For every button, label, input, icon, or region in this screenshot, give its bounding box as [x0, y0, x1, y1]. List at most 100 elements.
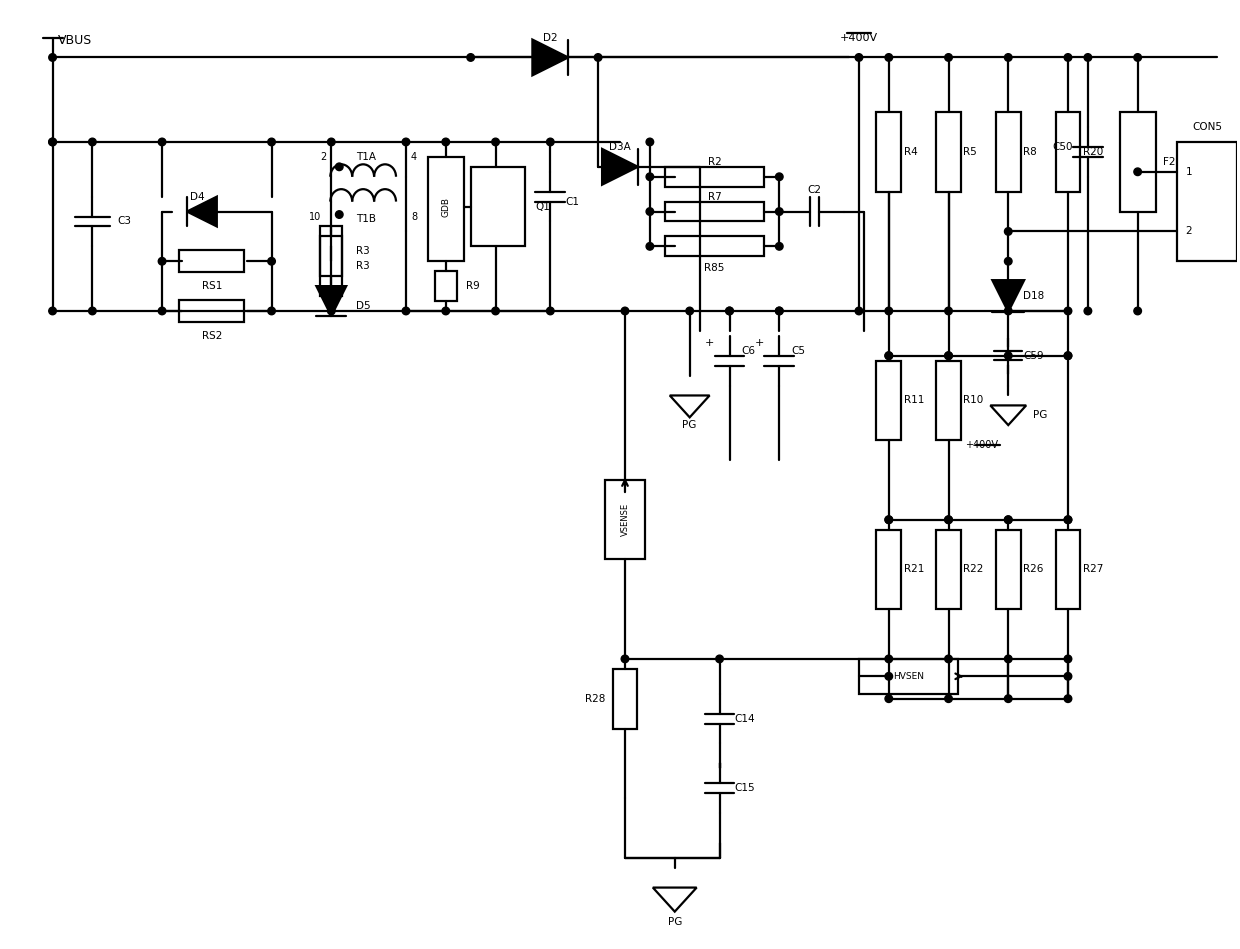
Circle shape [492, 139, 500, 146]
Text: VSENSE: VSENSE [620, 503, 630, 536]
Text: C59: C59 [1023, 351, 1044, 361]
Bar [936, 361, 961, 440]
Text: D18: D18 [1023, 291, 1044, 301]
Circle shape [945, 516, 952, 524]
Text: 2: 2 [1185, 227, 1192, 236]
Bar [936, 112, 961, 192]
Circle shape [48, 54, 56, 62]
Text: R8: R8 [1023, 147, 1037, 157]
Circle shape [327, 139, 335, 146]
Text: R2: R2 [708, 157, 722, 167]
Text: CON5: CON5 [1193, 122, 1223, 132]
Bar [428, 157, 464, 261]
Text: R85: R85 [704, 263, 724, 273]
Circle shape [775, 307, 784, 315]
Circle shape [594, 54, 601, 62]
Circle shape [48, 139, 56, 146]
Circle shape [715, 655, 723, 662]
Circle shape [441, 139, 450, 146]
Circle shape [646, 139, 653, 146]
Circle shape [646, 208, 653, 215]
Circle shape [885, 516, 893, 524]
Circle shape [327, 307, 335, 315]
Text: D3A: D3A [609, 142, 631, 152]
Bar [665, 236, 764, 256]
Bar [180, 300, 244, 322]
Circle shape [441, 307, 450, 315]
Circle shape [336, 211, 343, 218]
Circle shape [646, 243, 653, 251]
Circle shape [775, 243, 784, 251]
Text: R4: R4 [904, 147, 918, 157]
Text: 1: 1 [1185, 167, 1192, 177]
Circle shape [268, 257, 275, 265]
Text: R7: R7 [708, 192, 722, 201]
Text: D2: D2 [543, 32, 558, 43]
Text: PG: PG [1033, 410, 1048, 420]
Circle shape [1064, 516, 1071, 524]
Circle shape [1004, 516, 1012, 524]
Circle shape [885, 352, 893, 360]
Circle shape [885, 673, 893, 680]
Circle shape [1064, 352, 1071, 360]
Circle shape [1004, 54, 1012, 62]
Bar [1120, 112, 1156, 212]
Polygon shape [532, 40, 568, 75]
Bar [1178, 142, 1238, 261]
Circle shape [88, 307, 97, 315]
Circle shape [492, 307, 500, 315]
Circle shape [885, 655, 893, 662]
Text: Q1: Q1 [536, 201, 551, 212]
Text: R9: R9 [466, 281, 480, 291]
Circle shape [945, 54, 952, 62]
Text: 4: 4 [410, 152, 417, 162]
Text: R3: R3 [356, 261, 370, 271]
Text: +400V: +400V [965, 440, 998, 450]
Circle shape [885, 307, 893, 315]
Text: R26: R26 [1023, 565, 1044, 574]
Polygon shape [187, 196, 217, 227]
Text: C15: C15 [734, 783, 755, 793]
Text: R22: R22 [963, 565, 983, 574]
Text: +: + [706, 338, 714, 347]
Text: 8: 8 [410, 212, 417, 221]
Bar [1055, 530, 1080, 609]
Text: R11: R11 [904, 396, 924, 405]
Circle shape [268, 307, 275, 315]
Circle shape [159, 139, 166, 146]
Text: RS1: RS1 [202, 281, 222, 291]
Text: R20: R20 [1083, 147, 1104, 157]
Circle shape [945, 516, 952, 524]
Circle shape [945, 352, 952, 360]
Circle shape [402, 139, 409, 146]
Circle shape [1064, 516, 1071, 524]
Text: R3: R3 [356, 247, 370, 256]
Circle shape [945, 695, 952, 702]
Text: R5: R5 [963, 147, 977, 157]
Circle shape [885, 352, 893, 360]
Bar [665, 167, 764, 187]
Circle shape [1004, 516, 1012, 524]
Text: GDB: GDB [441, 196, 450, 216]
Circle shape [1133, 168, 1142, 176]
Bar [320, 236, 342, 296]
Text: +400V: +400V [839, 32, 878, 43]
Circle shape [686, 307, 693, 315]
Circle shape [467, 54, 475, 62]
Bar [877, 530, 901, 609]
Circle shape [775, 173, 784, 180]
Circle shape [1064, 352, 1071, 360]
Bar [859, 659, 959, 694]
Circle shape [1064, 673, 1071, 680]
Circle shape [1004, 257, 1012, 265]
Circle shape [1084, 307, 1091, 315]
Text: HVSEN: HVSEN [893, 672, 924, 680]
Polygon shape [316, 286, 346, 316]
Circle shape [159, 307, 166, 315]
Circle shape [621, 307, 629, 315]
Text: R28: R28 [585, 694, 605, 703]
Circle shape [1064, 695, 1071, 702]
Text: 2: 2 [320, 152, 326, 162]
Polygon shape [603, 149, 637, 185]
Bar [435, 271, 456, 301]
